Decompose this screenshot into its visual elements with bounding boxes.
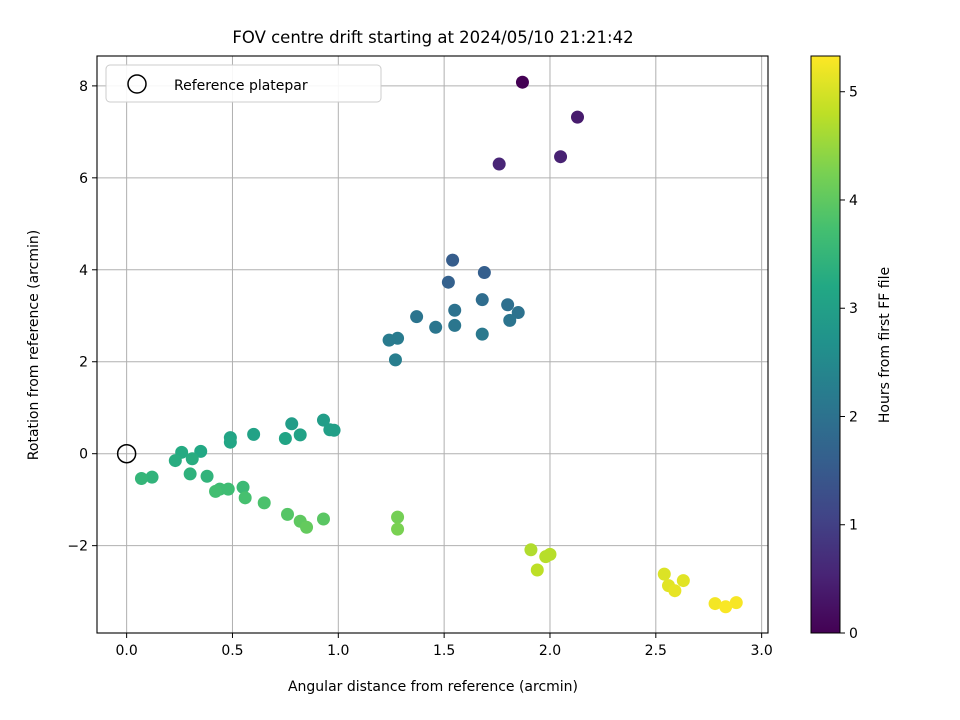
data-point — [391, 522, 405, 536]
x-tick-label: 0.0 — [116, 643, 138, 659]
chart-title: FOV centre drift starting at 2024/05/10 … — [232, 28, 633, 47]
data-point — [477, 266, 491, 280]
colorbar-tick-label: 2 — [849, 409, 858, 425]
colorbar-tick-label: 1 — [849, 518, 858, 534]
x-tick-label: 0.5 — [221, 643, 243, 659]
data-point — [327, 423, 341, 437]
data-point — [281, 507, 295, 521]
reference-platepar-marker — [116, 443, 137, 464]
x-tick-label: 3.0 — [751, 643, 773, 659]
data-point — [238, 491, 252, 505]
data-point — [168, 454, 182, 468]
x-axis-label: Angular distance from reference (arcmin) — [288, 679, 578, 695]
data-point — [530, 563, 544, 577]
data-point — [134, 472, 148, 486]
data-point — [441, 275, 455, 289]
colorbar-tick-label: 0 — [849, 626, 858, 642]
x-tick-label: 2.0 — [539, 643, 561, 659]
y-tick-label: 0 — [79, 447, 88, 463]
y-tick-label: 4 — [79, 263, 88, 279]
data-point — [410, 310, 424, 324]
data-point — [511, 306, 525, 320]
colorbar-tick-label: 3 — [849, 301, 858, 317]
x-tick-label: 1.0 — [327, 643, 349, 659]
data-point — [446, 253, 460, 267]
y-axis-ticks: −2 0 2 4 6 8 — [67, 79, 97, 555]
x-axis-ticks: 0.0 0.5 1.0 1.5 2.0 2.5 3.0 — [116, 633, 773, 659]
scatter-points — [134, 75, 743, 614]
grid — [97, 56, 768, 633]
data-point — [503, 313, 517, 327]
data-point — [236, 480, 250, 494]
y-tick-label: −2 — [67, 539, 88, 555]
data-point — [316, 512, 330, 526]
data-point — [448, 303, 462, 317]
y-tick-label: 8 — [79, 79, 88, 95]
data-point — [391, 510, 405, 524]
data-point — [145, 470, 159, 484]
legend-marker-icon — [127, 74, 147, 94]
data-point — [448, 318, 462, 332]
data-point — [194, 444, 208, 458]
colorbar-tick-label: 4 — [849, 193, 858, 209]
data-point — [185, 452, 199, 466]
data-point — [257, 496, 271, 510]
y-tick-label: 2 — [79, 355, 88, 371]
data-point — [524, 543, 538, 557]
colorbar-tick-label: 5 — [849, 85, 858, 101]
colorbar-ticks: 0 1 2 3 4 5 — [840, 85, 858, 642]
data-point — [223, 435, 237, 449]
data-point — [657, 567, 671, 581]
data-point — [278, 432, 292, 446]
data-point — [515, 75, 529, 89]
data-point — [668, 584, 682, 598]
data-point — [554, 150, 568, 164]
data-point — [300, 520, 314, 534]
legend: Reference platepar — [105, 64, 382, 103]
data-point — [729, 596, 743, 610]
plot-frame — [96, 55, 769, 634]
colorbar: 0 1 2 3 4 5 Hours from first FF file — [810, 55, 893, 642]
data-point — [475, 327, 489, 341]
data-point — [382, 333, 396, 347]
data-point — [388, 353, 402, 367]
x-tick-label: 2.5 — [645, 643, 667, 659]
data-point — [221, 482, 235, 496]
data-point — [209, 484, 223, 498]
data-point — [475, 293, 489, 307]
data-point — [429, 320, 443, 334]
data-point — [492, 157, 506, 171]
x-tick-label: 1.5 — [433, 643, 455, 659]
data-point — [200, 469, 214, 483]
data-point — [719, 600, 733, 614]
data-point — [183, 467, 197, 481]
data-point — [501, 298, 515, 312]
legend-label: Reference platepar — [174, 78, 308, 94]
data-point — [285, 417, 299, 431]
data-point — [708, 597, 722, 611]
legend-box — [105, 64, 382, 103]
y-tick-label: 6 — [79, 171, 88, 187]
y-axis-label: Rotation from reference (arcmin) — [26, 230, 42, 460]
data-point — [293, 428, 307, 442]
colorbar-label: Hours from first FF file — [877, 267, 893, 423]
data-point — [247, 427, 261, 441]
data-point — [316, 413, 330, 427]
data-point — [676, 574, 690, 588]
colorbar-gradient — [810, 55, 841, 634]
data-point — [570, 110, 584, 124]
data-point — [539, 550, 553, 564]
